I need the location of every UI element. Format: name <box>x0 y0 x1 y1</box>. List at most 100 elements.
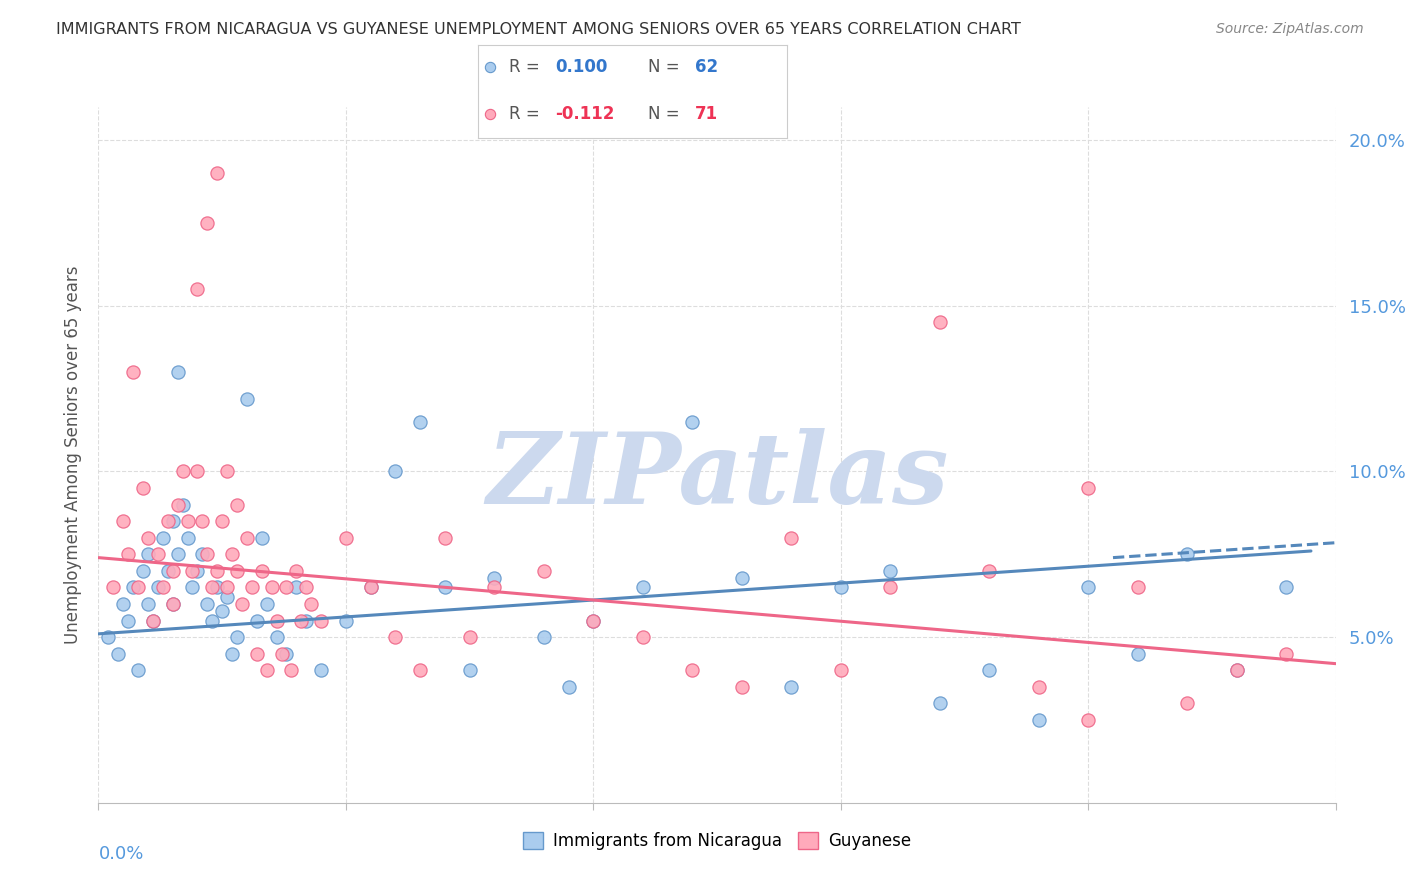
Point <box>205 166 228 180</box>
Text: 0.100: 0.100 <box>555 58 607 76</box>
Point <box>979 564 1001 578</box>
Point <box>256 597 278 611</box>
Point <box>290 614 312 628</box>
Point <box>533 630 555 644</box>
Point <box>433 531 456 545</box>
Point <box>384 465 406 479</box>
Point <box>211 514 233 528</box>
Point <box>731 570 754 584</box>
Point <box>928 697 950 711</box>
Point <box>780 531 803 545</box>
Point <box>631 630 654 644</box>
Point <box>479 60 502 74</box>
Point <box>240 581 263 595</box>
Point <box>142 614 165 628</box>
Point <box>1275 581 1298 595</box>
Point <box>181 564 204 578</box>
Point <box>181 581 204 595</box>
Point <box>186 282 208 296</box>
Point <box>309 663 332 677</box>
Point <box>117 547 139 561</box>
Point <box>156 514 179 528</box>
Point <box>731 680 754 694</box>
Point <box>285 581 308 595</box>
Point <box>103 581 125 595</box>
Point <box>122 581 145 595</box>
Point <box>195 597 218 611</box>
Point <box>156 564 179 578</box>
Point <box>236 531 259 545</box>
Point <box>260 581 283 595</box>
Point <box>582 614 605 628</box>
Point <box>533 564 555 578</box>
Point <box>582 614 605 628</box>
Text: ZIPatlas: ZIPatlas <box>486 427 948 524</box>
Point <box>409 663 432 677</box>
Point <box>162 564 184 578</box>
Text: 0.0%: 0.0% <box>98 845 143 863</box>
Point <box>191 547 214 561</box>
Point <box>127 663 149 677</box>
Point <box>166 547 188 561</box>
Point <box>236 392 259 406</box>
Point <box>250 531 273 545</box>
Point <box>146 547 169 561</box>
Point <box>1126 647 1149 661</box>
Point <box>162 597 184 611</box>
Point <box>270 647 292 661</box>
Text: IMMIGRANTS FROM NICARAGUA VS GUYANESE UNEMPLOYMENT AMONG SENIORS OVER 65 YEARS C: IMMIGRANTS FROM NICARAGUA VS GUYANESE UN… <box>56 22 1021 37</box>
Point <box>1077 581 1099 595</box>
Point <box>107 647 129 661</box>
Point <box>1226 663 1249 677</box>
Point <box>246 647 269 661</box>
Point <box>384 630 406 644</box>
Point <box>1077 713 1099 727</box>
Point <box>136 531 159 545</box>
Point <box>195 547 218 561</box>
Point <box>221 647 243 661</box>
Point <box>166 365 188 379</box>
Point <box>221 547 243 561</box>
Point <box>484 570 506 584</box>
Point <box>681 663 703 677</box>
Point <box>1175 547 1198 561</box>
Point <box>335 531 357 545</box>
Point <box>127 581 149 595</box>
Legend: Immigrants from Nicaragua, Guyanese: Immigrants from Nicaragua, Guyanese <box>516 826 918 857</box>
Point <box>295 614 318 628</box>
Point <box>112 597 135 611</box>
Point <box>146 581 169 595</box>
Point <box>433 581 456 595</box>
Point <box>176 531 198 545</box>
Point <box>631 581 654 595</box>
Text: -0.112: -0.112 <box>555 105 614 123</box>
Point <box>484 581 506 595</box>
Point <box>360 581 382 595</box>
Point <box>299 597 322 611</box>
Point <box>276 647 298 661</box>
Point <box>205 581 228 595</box>
Point <box>458 663 481 677</box>
Point <box>217 591 239 605</box>
Point <box>266 630 288 644</box>
Point <box>1275 647 1298 661</box>
Point <box>226 498 249 512</box>
Point <box>217 465 239 479</box>
Point <box>97 630 120 644</box>
Point <box>1028 680 1050 694</box>
Point <box>335 614 357 628</box>
Point <box>246 614 269 628</box>
Point <box>226 630 249 644</box>
Point <box>186 465 208 479</box>
Point <box>256 663 278 677</box>
Point <box>557 680 579 694</box>
Point <box>830 663 852 677</box>
Point <box>879 564 901 578</box>
Text: N =: N = <box>648 58 685 76</box>
Point <box>172 465 194 479</box>
Point <box>211 604 233 618</box>
Text: Source: ZipAtlas.com: Source: ZipAtlas.com <box>1216 22 1364 37</box>
Point <box>176 514 198 528</box>
Point <box>117 614 139 628</box>
Point <box>136 547 159 561</box>
